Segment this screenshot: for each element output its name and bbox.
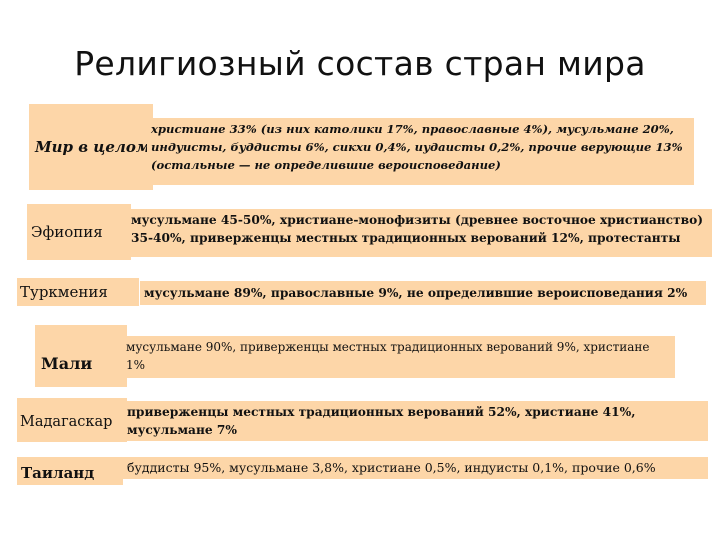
religion-description-turkmenistan: мусульмане 89%, православные 9%, не опре… [140, 281, 706, 305]
country-label-madagascar: Мадагаскар [17, 398, 127, 442]
slide-title: Религиозный состав стран мира [74, 44, 646, 83]
country-label-mali: Мали [35, 325, 127, 387]
religion-description-mali: мусульмане 90%, приверженцы местных трад… [122, 336, 675, 378]
religion-description-world: христиане 33% (из них католики 17%, прав… [147, 118, 694, 185]
country-label-ethiopia: Эфиопия [27, 204, 131, 260]
country-label-thailand: Таиланд [17, 457, 123, 485]
religion-description-ethiopia: мусульмане 45-50%, христиане-монофизиты … [127, 209, 712, 257]
religion-description-madagascar: приверженцы местных традиционных верован… [123, 401, 708, 441]
religion-description-thailand: буддисты 95%, мусульмане 3,8%, христиане… [123, 457, 708, 479]
country-label-turkmenistan: Туркмения [17, 278, 139, 306]
country-label-world: Мир в целом [29, 104, 153, 190]
